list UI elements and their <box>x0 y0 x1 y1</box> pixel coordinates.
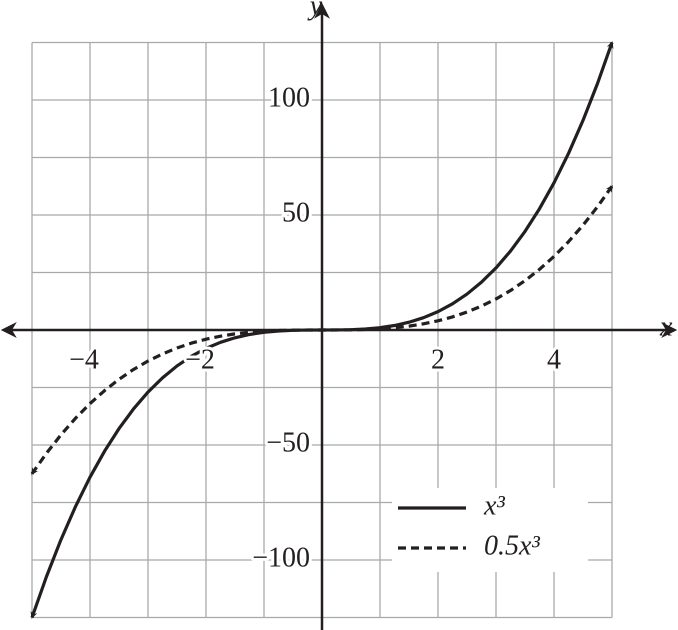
x-tick-label: 2 <box>431 344 445 375</box>
y-tick-label: −50 <box>266 427 310 458</box>
series-line <box>30 185 614 475</box>
x-tick-label: −2 <box>185 344 215 375</box>
tick-labels: −4 −2 2 4 −100 −50 50 100 <box>66 79 564 576</box>
y-tick-label: 50 <box>282 197 310 228</box>
legend-label: 0.5x³ <box>484 530 540 561</box>
x-tick-label: −4 <box>69 344 99 375</box>
x-tick-label: 4 <box>547 344 561 375</box>
y-tick-label: −100 <box>252 542 310 573</box>
legend-label: x³ <box>483 490 505 521</box>
y-tick-label: 100 <box>268 82 310 113</box>
y-axis-label: y <box>307 0 323 21</box>
legend-box <box>392 488 588 572</box>
x-axis-label: x <box>659 311 673 342</box>
legend: x³ 0.5x³ <box>392 488 588 572</box>
plot-area <box>30 41 614 619</box>
